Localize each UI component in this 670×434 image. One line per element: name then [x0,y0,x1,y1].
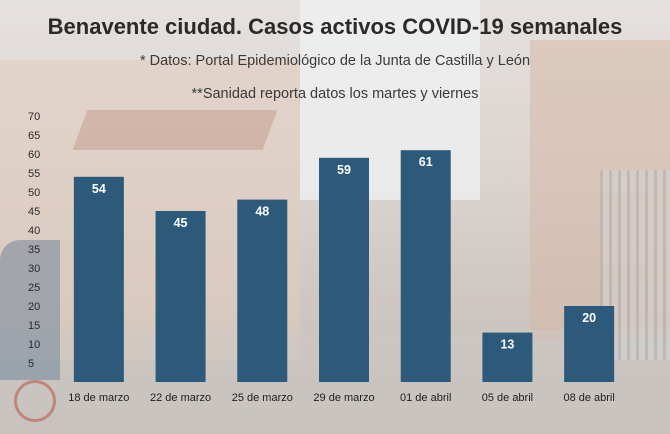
x-tick-label: 05 de abril [482,392,533,404]
y-tick-label: 65 [28,130,40,142]
bar-value-label: 45 [174,216,188,230]
y-tick-label: 50 [28,187,40,199]
x-tick-label: 25 de marzo [232,392,293,404]
x-tick-label: 08 de abril [563,392,614,404]
bar [400,150,451,382]
y-tick-label: 35 [28,244,40,256]
y-tick-label: 70 [28,111,40,123]
bar [482,332,533,382]
bar [73,176,124,382]
y-tick-label: 40 [28,225,40,237]
x-tick-label: 01 de abril [400,392,451,404]
x-tick-label: 22 de marzo [150,392,211,404]
bar [564,306,615,382]
bar-value-label: 54 [92,182,106,196]
y-tick-label: 5 [28,358,34,370]
y-tick-label: 20 [28,301,40,313]
background-car [0,240,60,380]
bar-value-label: 48 [255,205,269,219]
chart-note: **Sanidad reporta datos los martes y vie… [191,86,479,102]
y-tick-label: 25 [28,282,40,294]
y-tick-label: 45 [28,206,40,218]
y-tick-label: 55 [28,168,40,180]
x-tick-label: 29 de marzo [313,392,374,404]
y-tick-label: 30 [28,263,40,275]
bar-value-label: 13 [500,338,514,352]
y-tick-label: 15 [28,320,40,332]
chart-subtitle: * Datos: Portal Epidemiológico de la Jun… [139,53,531,69]
y-tick-label: 60 [28,149,40,161]
bar-value-label: 20 [582,311,596,325]
bar-value-label: 59 [337,163,351,177]
bar [237,199,288,382]
bar [319,157,369,382]
x-tick-label: 18 de marzo [68,392,129,404]
bar [155,211,206,382]
chart-title: Benavente ciudad. Casos activos COVID-19… [47,14,623,39]
bar-value-label: 61 [419,155,433,169]
y-tick-label: 10 [28,339,40,351]
watermark-logo [14,380,56,422]
